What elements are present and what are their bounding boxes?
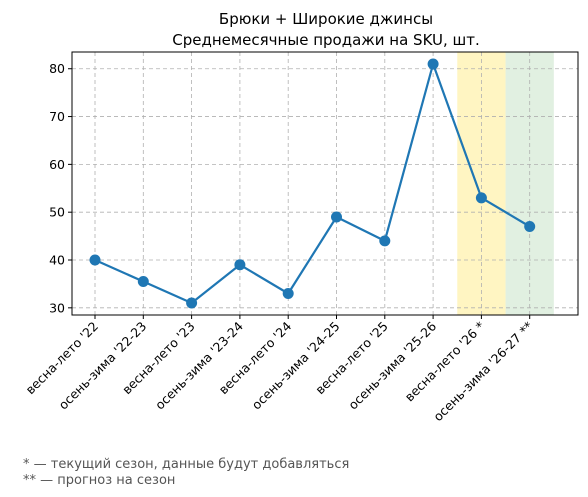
series-layer <box>89 58 536 309</box>
plot-frame <box>71 51 579 316</box>
y-tick-label: 60 <box>49 157 65 172</box>
series-line-1 <box>94 62 531 305</box>
footnote-forecast: ** — прогноз на сезон <box>23 473 176 488</box>
data-point <box>282 287 294 299</box>
y-tick-label: 70 <box>49 109 65 124</box>
chart-title-line-1: Брюки + Широкие джинсы <box>219 10 433 28</box>
highlight-bands <box>457 52 554 315</box>
data-point <box>89 254 101 266</box>
data-point <box>379 235 391 247</box>
x-tick-label: осень-зима '25-26 <box>345 318 439 412</box>
x-tick-label: осень-зима '23-24 <box>152 318 246 412</box>
data-point <box>427 58 439 70</box>
grid <box>72 52 578 315</box>
data-point <box>186 297 198 309</box>
footnote-current-season: * — текущий сезон, данные будут добавлят… <box>23 457 350 472</box>
data-point <box>524 221 536 233</box>
chart-title: Брюки + Широкие джинсы Среднемесячные пр… <box>172 10 480 49</box>
y-tick-label: 50 <box>49 205 65 220</box>
data-point <box>137 276 149 288</box>
y-tick-label: 80 <box>49 61 65 76</box>
x-tick-label: осень-зима '26-27 ** <box>430 319 536 425</box>
x-tick-label: осень-зима '24-25 <box>249 319 343 413</box>
x-tick-label: осень-зима '22-23 <box>55 319 149 413</box>
y-tick-label: 30 <box>49 300 65 315</box>
highlight-band-1 <box>457 52 506 315</box>
data-point <box>331 211 342 223</box>
y-axis: 30 40 50 60 70 80 <box>49 61 72 315</box>
data-point <box>475 192 487 204</box>
y-tick-label: 40 <box>49 253 65 268</box>
data-point <box>234 259 246 271</box>
chart-title-line-2: Среднемесячные продажи на SKU, шт. <box>172 31 480 49</box>
highlight-band-2 <box>505 52 554 315</box>
